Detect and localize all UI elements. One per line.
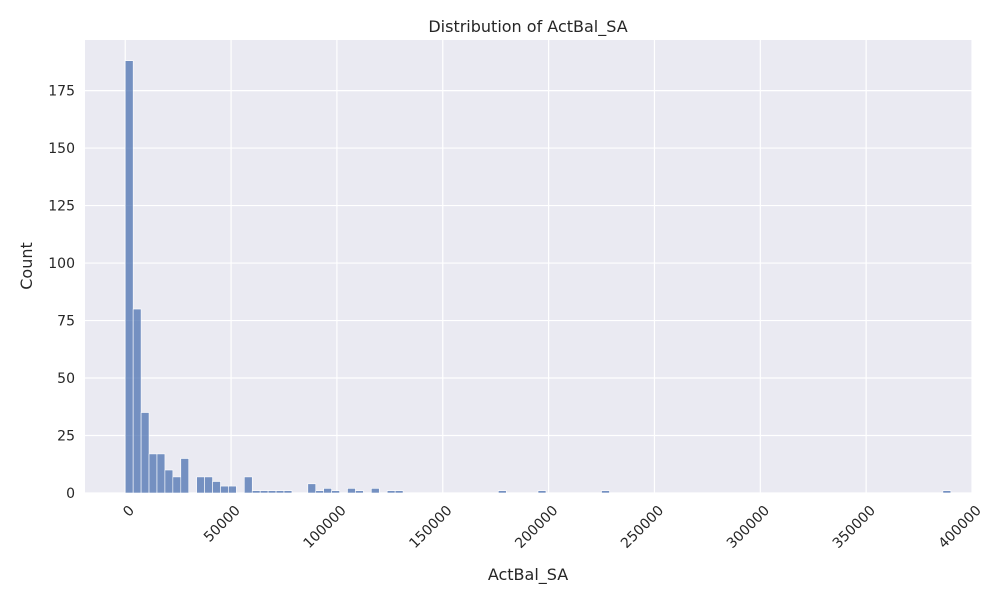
histogram-bar <box>331 490 340 494</box>
histogram-bar <box>172 476 182 494</box>
y-tick-label: 175 <box>48 84 75 100</box>
x-tick-label: 250000 <box>618 503 667 552</box>
histogram-bar <box>386 490 396 494</box>
y-axis-title: Count <box>17 242 36 290</box>
y-tick-label: 50 <box>57 371 75 387</box>
y-tick-label: 75 <box>57 314 75 330</box>
histogram-bar <box>196 476 205 494</box>
chart-title: Distribution of ActBal_SA <box>428 17 627 37</box>
y-tick-label: 25 <box>57 429 75 445</box>
x-tick-label: 150000 <box>406 503 455 552</box>
histogram-bar <box>267 490 277 494</box>
x-tick-labels: 0 50000 100000 150000 200000 250000 300000 3500… <box>120 503 984 552</box>
x-tick-label: 350000 <box>830 503 879 552</box>
histogram-bar <box>601 490 610 494</box>
histogram-bar <box>156 453 166 494</box>
histogram-bar <box>132 308 142 494</box>
histogram-bar <box>315 490 324 494</box>
histogram-bar <box>371 488 380 494</box>
plot-area <box>85 40 972 493</box>
histogram-bar <box>251 490 261 494</box>
x-tick-label: 400000 <box>936 503 985 552</box>
histogram-bar <box>140 412 150 494</box>
x-axis-title: ActBal_SA <box>488 565 568 585</box>
histogram-bar <box>307 483 317 494</box>
histogram-bar <box>275 490 285 494</box>
histogram-bar <box>323 488 332 494</box>
histogram-bar <box>212 481 221 494</box>
histogram-bar <box>394 490 404 494</box>
y-tick-label: 100 <box>48 256 75 272</box>
histogram-bar <box>498 490 507 494</box>
histogram-bar <box>164 469 174 494</box>
histogram-bar <box>124 60 134 494</box>
y-tick-label: 150 <box>48 141 75 157</box>
x-tick-label: 300000 <box>724 503 773 552</box>
histogram-bar <box>204 476 213 494</box>
histogram-bar <box>283 490 293 494</box>
histogram-bar <box>259 490 269 494</box>
histogram-bar <box>180 458 190 494</box>
histogram-bar <box>942 490 952 494</box>
histogram-bar <box>148 453 158 494</box>
histogram-bar <box>347 488 356 494</box>
histogram-bar <box>537 490 547 494</box>
x-tick-label: 200000 <box>512 503 561 552</box>
y-tick-label: 0 <box>66 486 75 502</box>
y-tick-label: 125 <box>48 199 75 215</box>
histogram-bars <box>124 60 952 494</box>
histogram-bar <box>228 485 237 494</box>
grid-lines <box>85 40 973 494</box>
histogram-bar <box>220 485 229 494</box>
histogram-bar <box>355 490 364 494</box>
x-tick-label: 0 <box>120 503 138 521</box>
x-tick-label: 50000 <box>201 503 244 546</box>
histogram-bar <box>244 476 253 494</box>
y-tick-labels: 0 25 50 75 100 125 150 175 <box>48 84 75 502</box>
x-tick-label: 100000 <box>301 503 350 552</box>
